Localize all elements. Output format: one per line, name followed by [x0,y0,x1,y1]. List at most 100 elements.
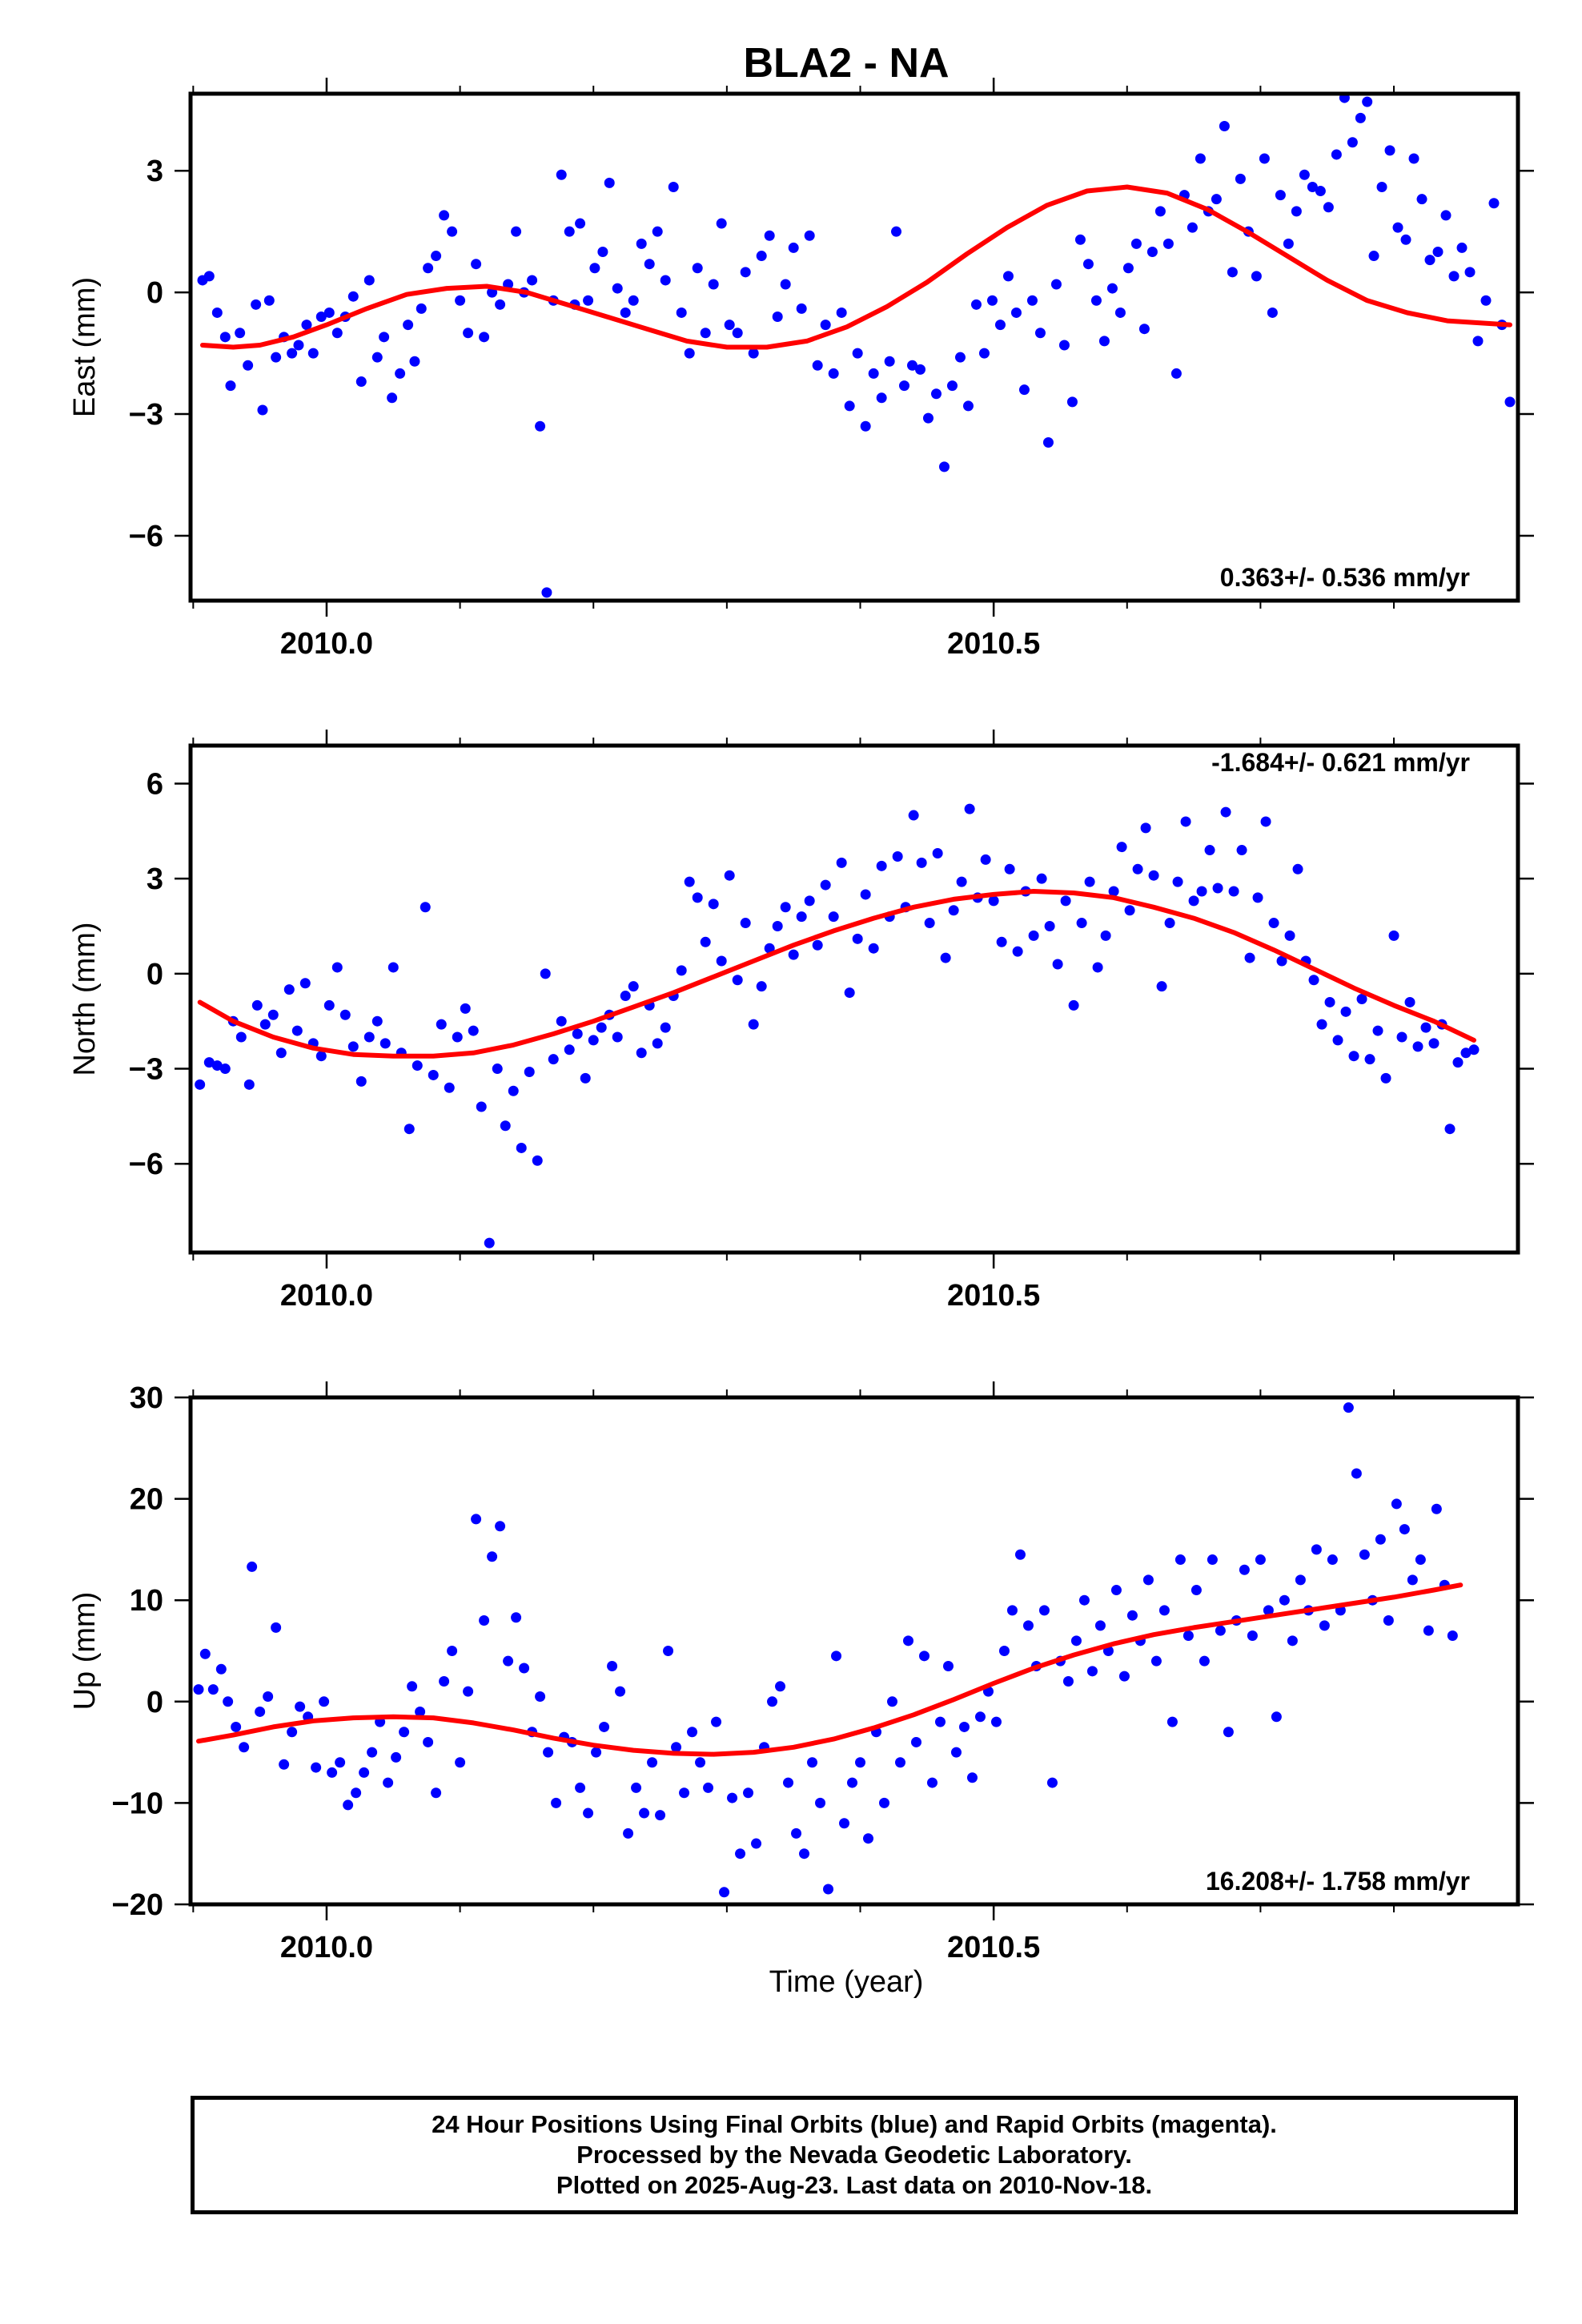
data-point [1275,190,1286,201]
data-point [1292,863,1303,875]
data-point [796,303,807,314]
data-point [1114,307,1126,318]
data-point [395,368,406,379]
data-point [916,857,927,868]
data-point [1186,222,1198,233]
data-point [1223,1727,1234,1738]
data-point [1124,905,1135,916]
data-point [1172,876,1183,887]
data-point [367,1747,378,1758]
data-point [1424,255,1435,266]
data-point [575,218,586,229]
data-point [355,376,367,388]
data-point [1384,145,1395,156]
data-point [495,1521,506,1532]
y-tick-label: 3 [147,155,163,188]
data-point [679,1787,690,1799]
data-point [1239,1564,1250,1575]
data-point [636,238,647,249]
data-point [572,1028,583,1039]
data-point [447,1646,458,1656]
data-point [447,226,458,237]
data-point [878,1797,889,1808]
data-point [1042,437,1054,448]
data-point [291,1025,303,1036]
data-point [431,1787,442,1799]
data-point [588,1035,599,1046]
data-point [589,263,600,274]
data-point [926,1777,938,1788]
data-point [1332,1035,1343,1046]
data-point [1014,1549,1026,1560]
data-point [1004,863,1015,875]
data-point [363,275,375,286]
data-point [756,981,767,992]
data-point [695,1757,706,1768]
data-point [1220,806,1231,818]
data-point [847,1777,858,1788]
data-point [484,1237,495,1248]
data-point [828,368,839,379]
data-point [1448,271,1460,282]
data-point [1383,1615,1394,1626]
panel-east: −6 −3 0 3 2010.0 2010.5 East (mm) 0.363+/- 0.53… [68,78,1534,661]
data-point [211,1060,223,1072]
data-point [1170,368,1182,379]
data-point [503,1655,514,1667]
data-point [1098,336,1110,347]
data-point [978,348,990,359]
data-point [511,1612,522,1623]
data-point [998,1646,1010,1656]
data-point [359,1767,370,1778]
data-point [428,1069,439,1080]
data-point [1108,886,1119,897]
data-point [541,587,552,598]
data-point [1215,1625,1226,1636]
data-point [535,420,546,432]
data-point [820,879,831,891]
data-point [1255,1554,1266,1566]
data-point [423,1736,434,1747]
data-point [1182,1630,1194,1642]
data-point [1504,396,1516,408]
data-point [940,952,951,963]
data-point [1118,1671,1130,1682]
data-point [1150,1655,1162,1667]
data-point [1188,895,1199,907]
data-point [1026,295,1038,306]
data-point [970,299,982,310]
data-point [767,1696,778,1707]
data-point [772,312,783,323]
data-point [990,1716,1002,1727]
data-point [1132,863,1143,875]
data-point [243,1079,255,1090]
chart-title: BLA2 - NA [743,40,949,86]
data-point [1440,210,1452,221]
data-point [780,902,791,913]
data-point [692,892,703,903]
data-point [511,226,522,237]
data-point [492,1063,503,1075]
data-point [219,332,231,343]
data-point [335,1757,346,1768]
data-point [311,1762,322,1773]
footer-line-3: Plotted on 2025-Aug-23. Last data on 201… [556,2171,1153,2199]
data-point [914,364,926,375]
data-point [775,1681,786,1692]
data-point [844,987,855,999]
data-point [751,1838,762,1849]
data-point [1376,181,1387,192]
data-point [820,320,831,331]
data-point [347,291,359,302]
chart-panels: −6 −3 0 3 2010.0 2010.5 East (mm) 0.363+/- 0.53… [68,78,1534,1964]
y-tick-label: −20 [112,1888,163,1922]
data-point [986,295,998,306]
data-point [267,1009,279,1020]
y-tick-label: −3 [129,1053,163,1087]
data-point [660,1022,671,1033]
data-point [399,1727,410,1738]
data-point [199,1648,211,1659]
data-point [703,1782,714,1793]
data-point [1146,246,1158,257]
data-point [620,991,631,1002]
